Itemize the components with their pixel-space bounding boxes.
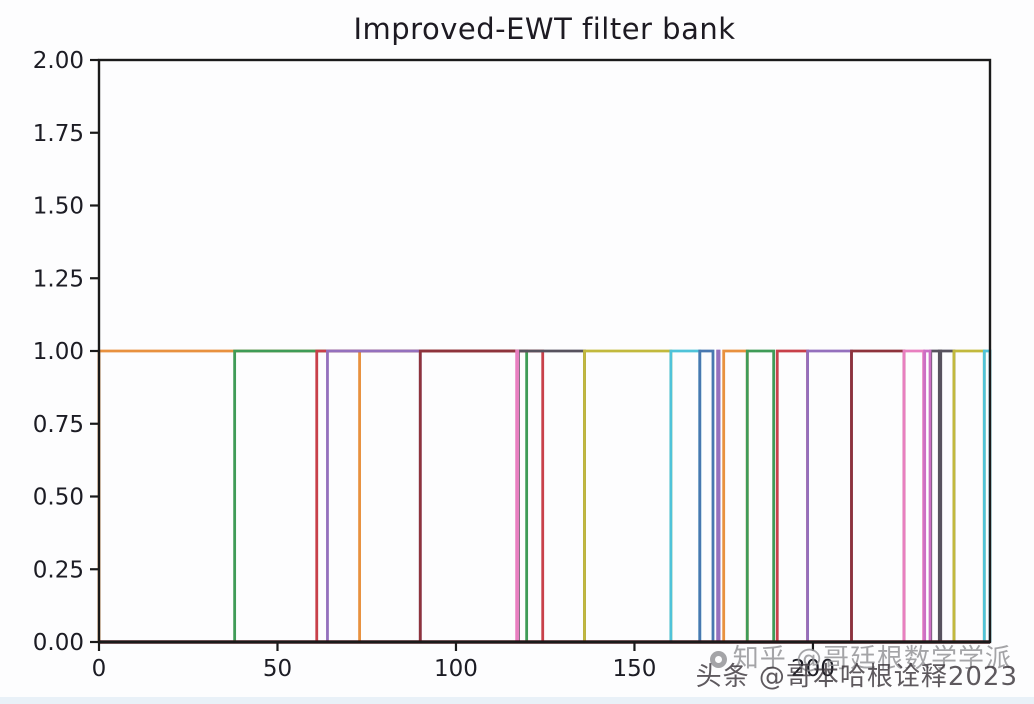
y-tick-label: 1.25	[33, 266, 84, 292]
chart-title: Improved-EWT filter bank	[353, 12, 736, 46]
filter-purple-2	[716, 349, 721, 642]
filter-orange-1	[97, 349, 361, 642]
zhihu-logo-icon	[709, 651, 727, 668]
x-tick-label: 0	[92, 656, 107, 682]
filter-green-2	[745, 349, 776, 642]
filter-cyan-1	[669, 349, 702, 642]
filter-gray-2	[929, 349, 956, 642]
filter-blue-1	[698, 349, 715, 642]
filter-purple-3	[806, 349, 853, 642]
filter-purple-1	[326, 349, 422, 642]
filter-olive-2	[952, 349, 986, 642]
y-tick-label: 2.00	[33, 48, 84, 74]
x-tick-label: 50	[263, 656, 292, 682]
filter-pink-2	[902, 349, 926, 642]
y-tick-label: 0.25	[33, 557, 84, 583]
filter-darkred-1	[418, 349, 519, 642]
watermark-zhihu: 知乎 @哥廷根数学学派	[709, 638, 1012, 675]
y-tick-label: 1.75	[33, 121, 84, 147]
y-tick-label: 1.00	[33, 339, 84, 365]
axis-ticks: 0 50 100 150 200 0.00 0.25 0.50 0.75 1.00 1.25 1.50…	[33, 48, 835, 682]
filter-red-1	[315, 349, 545, 642]
x-tick-label: 150	[613, 656, 657, 682]
filter-orchid-1	[923, 349, 932, 642]
watermark-zhihu-text: 知乎 @哥廷根数学学派	[732, 644, 1012, 674]
x-tick-label: 100	[434, 656, 478, 682]
filter-olive-1	[583, 349, 673, 642]
filter-gray-1	[517, 349, 586, 642]
filter-red-2	[775, 349, 809, 642]
filter-green-1	[233, 349, 529, 642]
filter-gray-3	[937, 349, 943, 642]
y-tick-label: 0.00	[33, 630, 84, 656]
filter-pink-1	[515, 349, 520, 642]
filter-darkred-2	[850, 349, 906, 642]
x-tick-label: 200	[791, 656, 835, 682]
watermark-toutiao-text: 头条 @哥本哈根诠释2023	[695, 662, 1018, 692]
y-tick-label: 0.50	[33, 485, 84, 511]
y-tick-label: 1.50	[33, 194, 84, 220]
y-tick-label: 0.75	[33, 412, 84, 438]
filter-orange-2	[722, 349, 749, 642]
bottom-edge-strip	[0, 697, 1034, 704]
filter-curves	[97, 349, 992, 642]
watermark-toutiao: 头条 @哥本哈根诠释2023	[696, 656, 1018, 693]
